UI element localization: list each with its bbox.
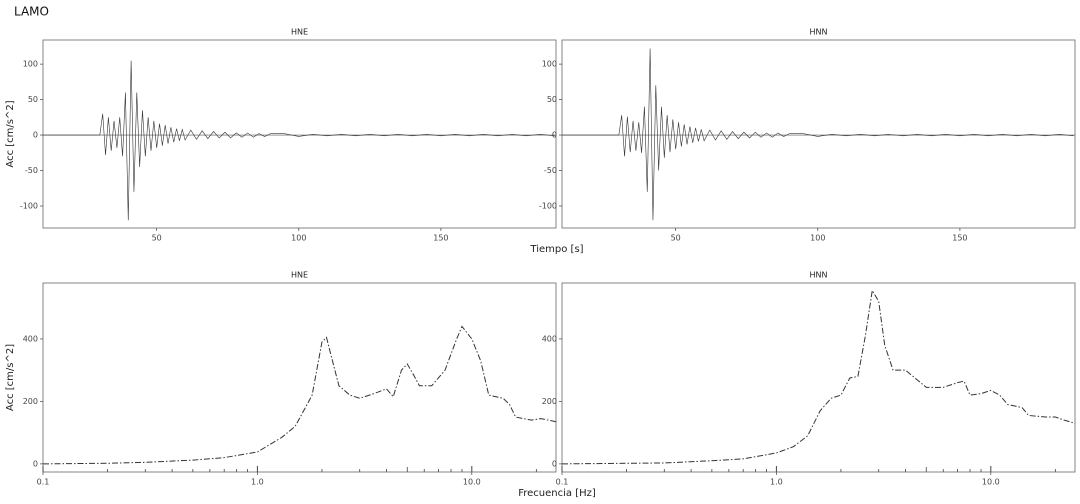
x-tick-label: 1.0	[251, 478, 264, 487]
x-tick-label: 10.0	[982, 478, 1000, 487]
x-tick-label: 50	[671, 234, 681, 243]
series-line	[561, 289, 1076, 465]
panel	[42, 282, 557, 473]
y-tick-label: 50	[547, 95, 557, 104]
y-tick-label: 200	[23, 397, 38, 406]
x-tick-label: 10.0	[463, 478, 481, 487]
y-tick-label: -100	[539, 202, 557, 211]
series-line	[42, 325, 557, 465]
y-axis-label: Acc [cm/s^2]	[5, 100, 16, 167]
y-tick-label: -50	[544, 166, 557, 175]
series-line	[562, 48, 1074, 221]
x-tick-label: 0.1	[556, 478, 569, 487]
x-axis-label: Frecuencia [Hz]	[518, 488, 596, 499]
strip-label: HNE	[291, 28, 308, 37]
panel	[561, 282, 1076, 473]
x-tick-label: 150	[952, 234, 967, 243]
x-tick-label: 1.0	[770, 478, 783, 487]
x-tick-label: 50	[152, 234, 162, 243]
y-tick-label: 100	[23, 60, 38, 69]
y-tick-label: 0	[552, 131, 557, 140]
strip-label: HNN	[810, 28, 828, 37]
y-tick-label: 400	[542, 334, 557, 343]
y-axis-label: Acc [cm/s^2]	[5, 344, 16, 411]
y-tick-label: 50	[28, 95, 38, 104]
panel	[42, 39, 557, 229]
y-tick-label: 200	[542, 397, 557, 406]
y-tick-label: -100	[20, 202, 38, 211]
y-tick-label: -50	[25, 166, 38, 175]
y-tick-label: 400	[23, 334, 38, 343]
series-line	[43, 60, 555, 221]
x-tick-label: 150	[433, 234, 448, 243]
x-axis-label: Tiempo [s]	[529, 244, 583, 255]
y-tick-label: 0	[33, 131, 38, 140]
panel	[561, 39, 1076, 229]
figure-title: LAMO	[14, 5, 49, 19]
y-tick-label: 0	[552, 459, 557, 468]
x-tick-label: 100	[810, 234, 825, 243]
x-tick-label: 100	[291, 234, 306, 243]
strip-label: HNE	[291, 271, 308, 280]
y-tick-label: 0	[33, 459, 38, 468]
x-tick-label: 0.1	[37, 478, 50, 487]
strip-label: HNN	[810, 271, 828, 280]
y-tick-label: 100	[542, 60, 557, 69]
